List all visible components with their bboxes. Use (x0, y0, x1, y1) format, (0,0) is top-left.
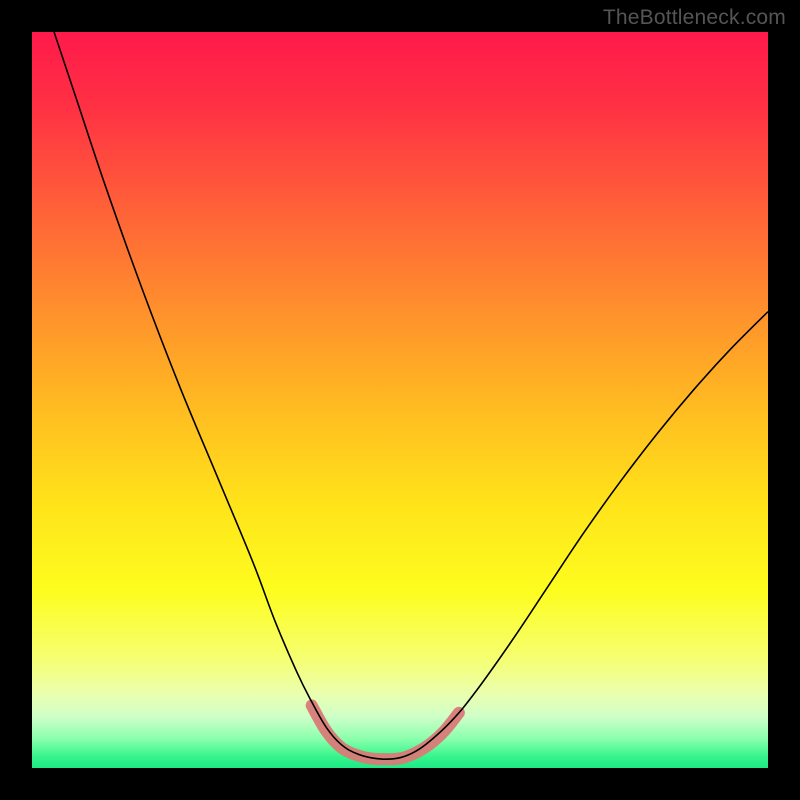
watermark-text: TheBottleneck.com (603, 6, 786, 30)
chart-svg (0, 0, 800, 800)
bottleneck-chart: TheBottleneck.com (0, 0, 800, 800)
gradient-background (32, 32, 768, 768)
